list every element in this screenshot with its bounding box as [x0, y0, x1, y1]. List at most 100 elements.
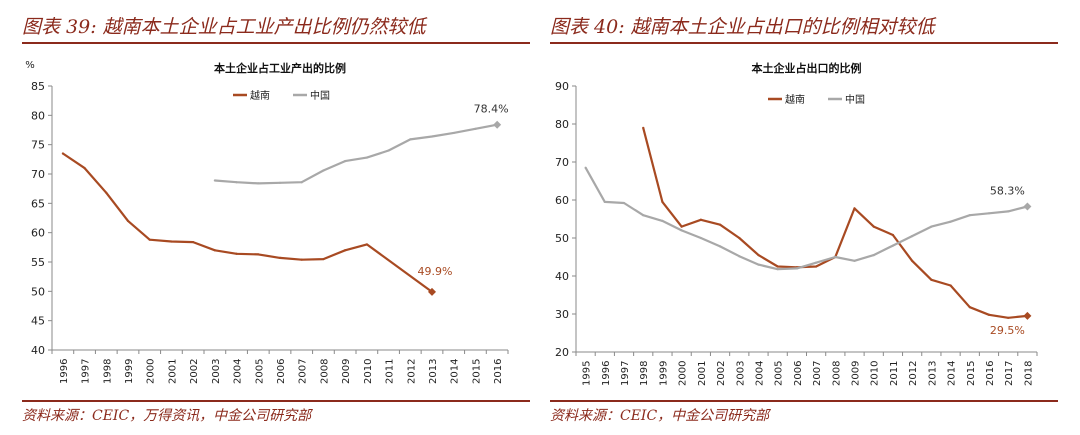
x-tick-label: 2003	[735, 361, 746, 386]
data-point-0	[757, 254, 760, 257]
x-tick-label: 2005	[774, 361, 785, 386]
y-tick-label: 65	[31, 197, 45, 210]
end-marker-1	[1023, 202, 1032, 211]
data-point-0	[278, 256, 282, 259]
series-line-1	[214, 123, 498, 185]
data-point-0	[344, 249, 347, 252]
end-marker-0	[1023, 311, 1032, 320]
x-tick-label: 2015	[966, 361, 977, 386]
title-rule	[22, 42, 530, 44]
data-point-0	[911, 259, 914, 262]
x-tick-label: 2000	[146, 359, 157, 384]
data-point-1	[718, 245, 722, 248]
source-rule	[550, 400, 1058, 402]
data-point-1	[213, 179, 216, 182]
legend-label-1: 中国	[310, 89, 330, 102]
data-point-1	[387, 149, 390, 152]
y-tick-label: 70	[555, 156, 569, 169]
data-point-1	[603, 200, 606, 203]
source-note: 资料来源：CEIC，中金公司研究部	[550, 408, 770, 424]
data-point-0	[126, 219, 130, 223]
end-label-0: 29.5%	[990, 324, 1025, 337]
data-point-1	[987, 212, 991, 215]
source-note: 资料来源：CEIC，万得资讯，中金公司研究部	[22, 408, 312, 424]
data-point-1	[757, 263, 760, 266]
data-point-0	[853, 207, 856, 210]
data-point-1	[776, 268, 779, 271]
legend-label-0: 越南	[785, 93, 805, 106]
x-tick-label: 1995	[582, 361, 593, 386]
x-tick-label: 2003	[211, 359, 222, 384]
data-point-0	[680, 225, 683, 228]
data-point-1	[699, 236, 702, 240]
x-tick-label: 2011	[889, 361, 900, 386]
data-point-0	[322, 257, 325, 261]
x-tick-label: 2008	[319, 359, 330, 384]
x-tick-label: 2007	[298, 359, 309, 384]
data-point-1	[257, 182, 260, 185]
end-marker-1	[493, 120, 502, 129]
data-point-1	[622, 201, 626, 205]
data-point-1	[968, 214, 971, 217]
data-point-0	[930, 278, 933, 281]
end-marker-0	[428, 287, 436, 296]
chart-title: 本土企业占工业产出的比例	[214, 61, 346, 75]
end-label-1: 78.4%	[474, 103, 509, 116]
x-tick-label: 2018	[1023, 361, 1034, 386]
y-tick-label: 40	[555, 270, 569, 283]
y-tick-label: 60	[555, 194, 569, 207]
data-point-1	[1007, 210, 1010, 213]
figure-title: 图表 40: 越南本土企业占出口的比例相对较低	[550, 16, 935, 38]
data-point-0	[300, 258, 303, 261]
y-tick-label: 30	[555, 308, 569, 321]
x-tick-label: 2010	[363, 359, 374, 384]
data-point-0	[699, 218, 702, 221]
y-tick-label: 60	[31, 227, 45, 240]
data-point-0	[61, 152, 64, 155]
y-tick-label: 45	[31, 315, 45, 328]
y-tick-label: 20	[555, 346, 569, 359]
data-point-0	[170, 240, 173, 243]
data-point-0	[257, 253, 260, 256]
figure-title: 图表 39: 越南本土企业占工业产出比例仍然较低	[22, 16, 426, 38]
data-point-0	[642, 126, 645, 129]
x-tick-label: 1999	[124, 359, 135, 384]
data-point-1	[853, 259, 856, 262]
x-tick-label: 2002	[189, 359, 200, 384]
x-tick-label: 2006	[276, 359, 287, 384]
x-tick-label: 2002	[716, 361, 727, 386]
y-tick-label: 85	[31, 80, 45, 93]
data-point-0	[213, 249, 216, 252]
data-point-1	[365, 156, 368, 159]
data-point-1	[322, 169, 325, 172]
data-point-0	[235, 252, 238, 255]
data-point-0	[776, 265, 779, 268]
data-point-1	[344, 159, 347, 163]
legend-label-1: 中国	[845, 93, 865, 106]
data-point-0	[987, 313, 991, 316]
data-point-0	[105, 191, 108, 194]
y-tick-label: 50	[31, 285, 45, 298]
data-point-0	[891, 233, 895, 237]
x-tick-label: 2004	[233, 359, 244, 384]
data-point-0	[1007, 316, 1010, 319]
data-point-0	[83, 167, 86, 170]
data-point-1	[911, 235, 914, 238]
data-point-0	[949, 284, 952, 287]
chart-title: 本土企业占出口的比例	[752, 61, 862, 75]
data-point-1	[834, 255, 837, 259]
x-tick-label: 1998	[102, 359, 113, 384]
data-point-1	[930, 225, 933, 228]
x-tick-label: 2001	[697, 361, 708, 386]
x-tick-label: 2009	[341, 359, 352, 384]
series-line-0	[642, 127, 1028, 319]
data-point-0	[738, 236, 741, 240]
y-tick-label: 80	[31, 109, 45, 122]
y-tick-label: 70	[31, 168, 45, 181]
data-point-0	[661, 200, 664, 203]
x-tick-label: 2000	[678, 361, 689, 386]
data-point-1	[584, 166, 587, 169]
end-label-0: 49.9%	[418, 265, 453, 278]
data-point-1	[474, 127, 477, 130]
x-tick-label: 2012	[908, 361, 919, 386]
